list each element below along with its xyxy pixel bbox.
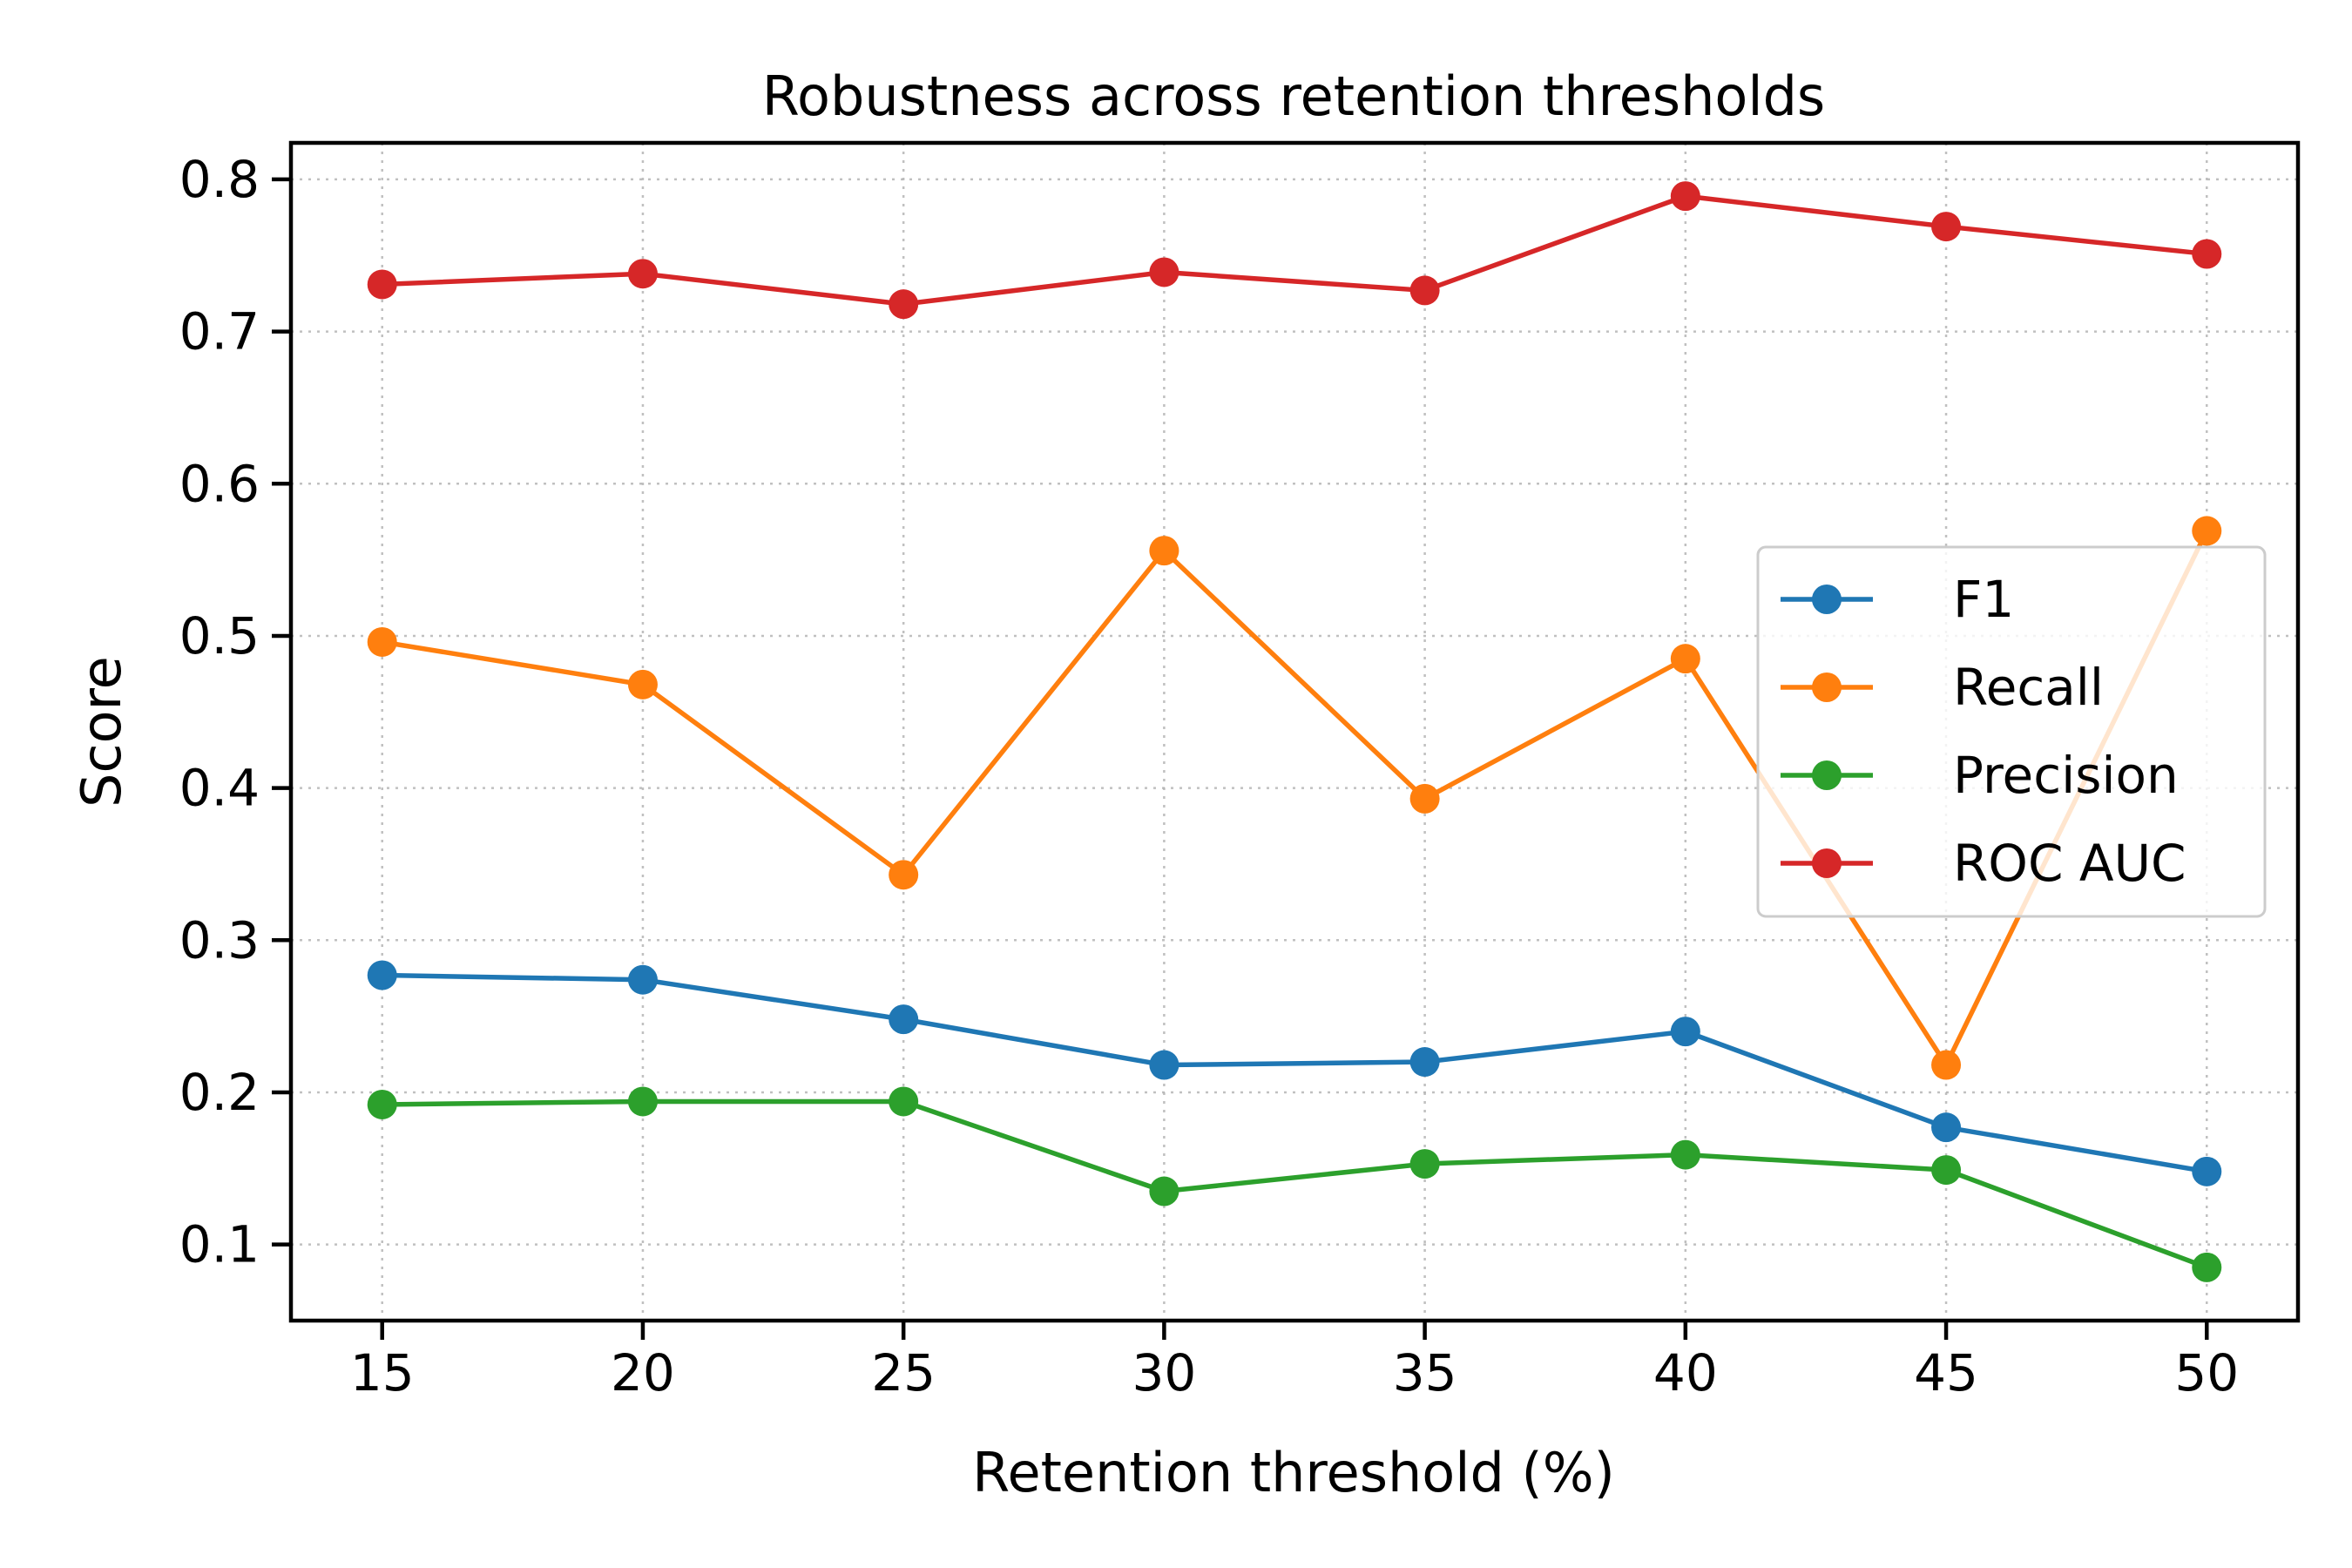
- data-point-precision: [1409, 1149, 1440, 1179]
- plot-frame: [288, 140, 2301, 1323]
- y-tick-label: 0.2: [179, 1063, 260, 1122]
- series-line-precision: [379, 1098, 2210, 1271]
- data-point-f1: [367, 960, 397, 990]
- y-axis-label: Score: [70, 656, 133, 808]
- data-point-recall: [2192, 516, 2222, 546]
- y-tick-label: 0.8: [179, 150, 260, 209]
- data-point-f1: [889, 1004, 919, 1035]
- x-tick-label: 30: [1132, 1343, 1196, 1402]
- data-point-f1: [2192, 1156, 2222, 1186]
- legend-label-recall: Recall: [1953, 658, 2104, 717]
- legend-label-f1: F1: [1953, 570, 2014, 629]
- data-point-roc-auc: [1409, 275, 1440, 306]
- data-point-recall: [889, 860, 919, 890]
- data-point-precision: [889, 1086, 919, 1117]
- data-point-precision: [1670, 1139, 1700, 1170]
- series-precision: [367, 1086, 2222, 1282]
- data-point-roc-auc: [1931, 212, 1962, 242]
- data-point-roc-auc: [627, 259, 658, 289]
- x-tick-label: 40: [1653, 1343, 1718, 1402]
- axis-ticks: 15 20 25 30 35 40 45 50 0.1 0.2 0.3 0.4 0.5 0.6 0.7 0.8: [179, 150, 2239, 1402]
- x-axis-label: Retention threshold (%): [972, 1441, 1615, 1504]
- data-point-precision: [1931, 1155, 1962, 1186]
- legend-frame: [1756, 545, 2267, 918]
- legend-entry-roc-auc: ROC AUC: [1781, 834, 2186, 893]
- legend-marker-precision: [1812, 760, 1842, 790]
- x-tick-label: 15: [350, 1343, 415, 1402]
- x-tick-label: 50: [2174, 1343, 2239, 1402]
- x-tick-label: 45: [1914, 1343, 1978, 1402]
- data-point-roc-auc: [1670, 181, 1700, 212]
- data-point-roc-auc: [367, 269, 397, 300]
- data-point-precision: [627, 1086, 658, 1117]
- legend-entry-recall: Recall: [1781, 658, 2104, 717]
- y-tick-label: 0.3: [179, 910, 260, 970]
- data-point-f1: [1670, 1017, 1700, 1047]
- y-tick-label: 0.5: [179, 606, 260, 666]
- y-tick-label: 0.6: [179, 454, 260, 513]
- x-tick-label: 20: [611, 1343, 675, 1402]
- data-point-roc-auc: [2192, 239, 2222, 269]
- data-point-recall: [1670, 644, 1700, 674]
- series-line-f1: [379, 972, 2210, 1174]
- legend: F1 Recall Precision ROC AUC: [1756, 545, 2267, 918]
- data-point-f1: [1931, 1112, 1962, 1143]
- legend-label-roc-auc: ROC AUC: [1953, 834, 2186, 893]
- data-point-f1: [627, 964, 658, 995]
- y-tick-label: 0.4: [179, 759, 260, 818]
- data-point-recall: [627, 669, 658, 700]
- legend-label-precision: Precision: [1953, 746, 2179, 805]
- data-point-precision: [1149, 1176, 1179, 1206]
- data-point-precision: [367, 1089, 397, 1119]
- x-tick-label: 25: [871, 1343, 936, 1402]
- legend-marker-recall: [1812, 672, 1842, 702]
- legend-entry-precision: Precision: [1781, 746, 2179, 805]
- data-point-f1: [1149, 1050, 1179, 1080]
- legend-marker-roc-auc: [1812, 848, 1842, 878]
- chart-title: Robustness across retention thresholds: [762, 64, 1825, 128]
- series-recall: [367, 516, 2222, 1080]
- legend-entry-f1: F1: [1781, 570, 2014, 629]
- data-point-precision: [2192, 1252, 2222, 1282]
- series-layer: [367, 181, 2222, 1282]
- data-point-recall: [1409, 783, 1440, 814]
- legend-marker-f1: [1812, 585, 1842, 614]
- y-tick-label: 0.1: [179, 1215, 260, 1274]
- data-point-recall: [1149, 536, 1179, 566]
- data-point-recall: [1931, 1050, 1962, 1080]
- series-roc-auc: [367, 181, 2222, 320]
- x-tick-label: 35: [1393, 1343, 1457, 1402]
- y-tick-label: 0.7: [179, 302, 260, 362]
- series-line-recall: [379, 527, 2210, 1068]
- series-f1: [367, 960, 2222, 1186]
- data-point-recall: [367, 626, 397, 657]
- series-line-roc-auc: [379, 193, 2210, 307]
- data-point-f1: [1409, 1047, 1440, 1078]
- data-point-roc-auc: [1149, 257, 1179, 287]
- data-point-roc-auc: [889, 289, 919, 320]
